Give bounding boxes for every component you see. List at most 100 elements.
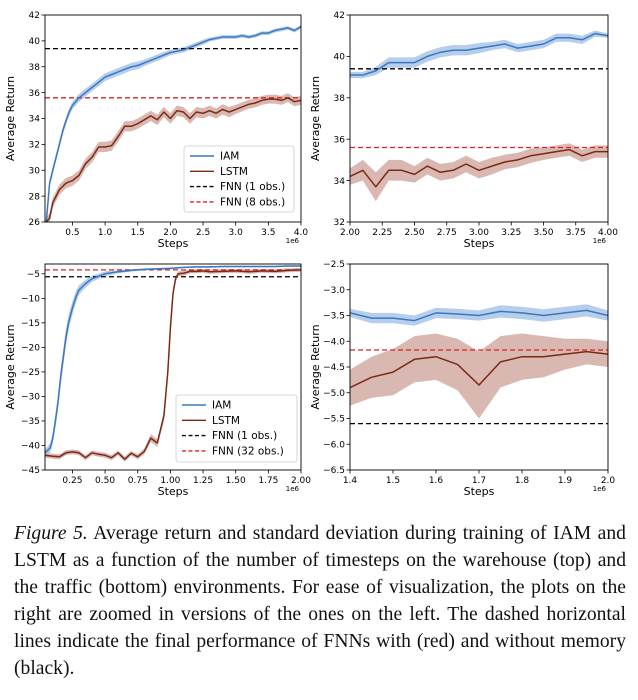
series-line-lstm [350,148,608,188]
legend-label: LSTM [220,166,248,178]
y-tick-label: 42 [334,11,345,21]
series-line-iam [45,265,301,454]
x-tick-label: 2.75 [437,228,457,238]
x-axis-label: Steps [464,237,495,250]
y-tick-label: −25 [21,368,40,378]
x-tick-label: 1.00 [160,476,180,486]
y-tick-label: −5.0 [323,389,345,399]
chart-panel-traffic-full: 0.25 0.50 0.75 1.00 1.25 1.50 1.75 2.00 −45 −40 −3… [4,263,311,498]
legend-label: FNN (1 obs.) [220,181,285,193]
std-band-lstm [46,93,301,222]
y-tick-label: 38 [29,63,41,73]
chart-panel-traffic-zoom: 1.4 1.5 1.6 1.7 1.8 1.9 2.0 −6.5 −6.0 −5.5 −5.0 −4.… [309,260,615,498]
y-tick-label: −40 [21,442,40,452]
x-axis-label: Steps [158,237,189,250]
plot-area [350,304,608,425]
y-tick-label: 40 [29,37,41,47]
x-tick-label: 1.6 [429,476,444,486]
std-band-lstm [350,143,608,202]
x-tick-label: 1.4 [343,476,358,486]
y-tick-label: 30 [29,166,41,176]
y-tick-label: −30 [21,393,40,403]
x-axis-label: Steps [464,485,495,498]
y-tick-label: −10 [21,295,40,305]
figure-caption: Figure 5. Average return and standard de… [14,520,626,682]
figure-charts: 0.5 1.0 1.5 2.0 2.5 3.0 3.5 4.0 26 28 30 32 34 36 38 40… [4,11,618,498]
series-line-lstm [45,97,301,222]
x-tick-label: 3.00 [469,228,489,238]
legend: IAM LSTM FNN (1 obs.) FNN (8 obs.) [183,145,295,213]
series-line-iam [350,309,608,322]
chart-panel-warehouse-zoom: 2.00 2.25 2.50 2.75 3.00 3.25 3.50 3.75 4.00 32 34… [309,11,618,250]
y-tick-label: −20 [21,344,40,354]
x-axis-exponent: 1e6 [593,237,607,245]
caption-text: Average return and standard deviation du… [14,523,626,679]
y-tick-label: 38 [334,94,346,104]
legend-label: IAM [220,151,239,163]
legend-label: FNN (8 obs.) [220,197,285,209]
x-tick-label: 2.50 [404,228,424,238]
x-tick-label: 2.5 [196,228,210,238]
chart-panel-warehouse-full: 0.5 1.0 1.5 2.0 2.5 3.0 3.5 4.0 26 28 30 32 34 36 38 40… [4,11,308,250]
legend-box [175,394,298,463]
x-tick-label: 4.0 [294,228,309,238]
x-axis-exponent: 1e6 [286,485,300,493]
x-tick-label: 1.25 [193,476,213,486]
y-tick-label: 34 [29,115,41,125]
x-tick-label: 1.0 [98,228,113,238]
x-tick-label: 3.5 [261,228,275,238]
x-tick-label: 1.5 [131,228,145,238]
y-tick-label: −35 [21,417,40,427]
y-tick-label: −4.0 [323,337,345,347]
x-tick-label: 1.50 [226,476,246,486]
x-tick-label: 3.50 [533,228,553,238]
series-line-iam [350,32,608,76]
x-axis-exponent: 1e6 [593,485,607,493]
y-tick-label: −45 [21,466,40,476]
x-axis-exponent: 1e6 [286,237,300,245]
std-band-iam [350,30,608,79]
plot-area [350,30,608,202]
y-tick-label: −6.5 [323,466,345,476]
y-tick-label: −4.5 [323,363,345,373]
y-axis-label: Average Return [4,324,17,409]
series-line-lstm [350,350,608,389]
y-tick-label: −5.5 [323,415,345,425]
legend-label: FNN (1 obs.) [212,430,277,442]
x-tick-label: 2.00 [291,476,311,486]
y-tick-label: −5 [27,270,40,280]
y-tick-label: 36 [29,89,41,99]
x-tick-label: 0.25 [62,476,82,486]
y-tick-label: 34 [334,177,346,187]
x-tick-label: 1.7 [472,476,486,486]
y-tick-label: 32 [334,218,345,228]
std-band-lstm [350,333,608,419]
plot-frame [44,263,302,471]
y-axis-label: Average Return [309,324,322,409]
series-line-lstm [45,269,301,460]
x-tick-label: 0.5 [65,228,79,238]
legend-label: IAM [212,400,231,412]
x-tick-label: 3.0 [229,228,244,238]
series-line-iam [45,25,301,222]
y-tick-label: −3.5 [323,312,345,322]
x-tick-label: 1.9 [558,476,573,486]
x-tick-label: 1.8 [515,476,530,486]
x-tick-label: 2.0 [601,476,616,486]
y-tick-label: 28 [29,192,41,202]
x-tick-label: 0.50 [95,476,115,486]
y-tick-label: 32 [29,141,40,151]
plot-area [45,265,301,462]
y-tick-label: 42 [29,11,40,21]
x-tick-label: 2.0 [163,228,178,238]
x-tick-label: 0.75 [128,476,148,486]
x-tick-label: 3.75 [566,228,586,238]
y-tick-label: −15 [21,319,40,329]
caption-figure-label: Figure 5. [14,523,88,544]
x-tick-label: 2.00 [340,228,360,238]
legend-box [183,145,295,213]
legend: IAM LSTM FNN (1 obs.) FNN (32 obs.) [175,394,298,463]
x-tick-label: 3.25 [501,228,521,238]
y-tick-label: 36 [334,135,346,145]
y-tick-label: −6.0 [323,440,345,450]
